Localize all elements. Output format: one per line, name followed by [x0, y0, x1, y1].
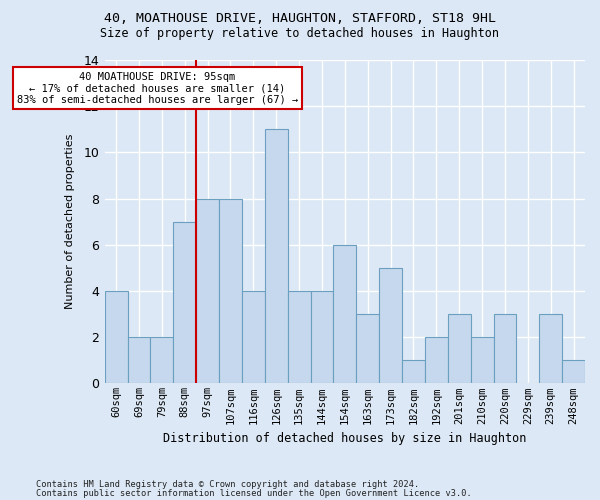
Text: 40 MOATHOUSE DRIVE: 95sqm
← 17% of detached houses are smaller (14)
83% of semi-: 40 MOATHOUSE DRIVE: 95sqm ← 17% of detac… — [17, 72, 298, 104]
Bar — [242, 291, 265, 384]
Bar — [128, 337, 151, 384]
Bar — [311, 291, 334, 384]
Text: Size of property relative to detached houses in Haughton: Size of property relative to detached ho… — [101, 28, 499, 40]
Bar — [104, 291, 128, 384]
Text: Contains HM Land Registry data © Crown copyright and database right 2024.: Contains HM Land Registry data © Crown c… — [36, 480, 419, 489]
Bar — [402, 360, 425, 384]
Y-axis label: Number of detached properties: Number of detached properties — [65, 134, 75, 310]
Bar — [287, 291, 311, 384]
Bar — [151, 337, 173, 384]
Bar — [494, 314, 517, 384]
Bar — [219, 198, 242, 384]
Bar — [539, 314, 562, 384]
Text: Contains public sector information licensed under the Open Government Licence v3: Contains public sector information licen… — [36, 488, 472, 498]
Text: 40, MOATHOUSE DRIVE, HAUGHTON, STAFFORD, ST18 9HL: 40, MOATHOUSE DRIVE, HAUGHTON, STAFFORD,… — [104, 12, 496, 26]
Bar — [425, 337, 448, 384]
Bar — [562, 360, 585, 384]
Bar — [356, 314, 379, 384]
Bar — [265, 130, 287, 384]
Bar — [334, 245, 356, 384]
Bar — [379, 268, 402, 384]
Bar — [448, 314, 470, 384]
Bar — [196, 198, 219, 384]
X-axis label: Distribution of detached houses by size in Haughton: Distribution of detached houses by size … — [163, 432, 527, 445]
Bar — [470, 337, 494, 384]
Bar — [173, 222, 196, 384]
